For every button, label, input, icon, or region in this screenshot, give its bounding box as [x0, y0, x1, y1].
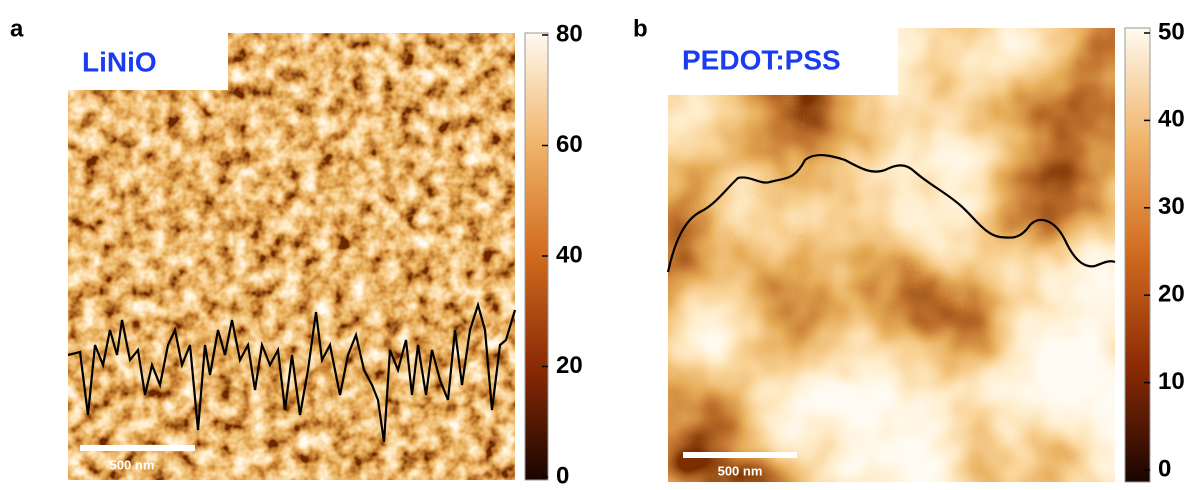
height-profile — [67, 301, 517, 443]
afm-image — [668, 28, 1115, 482]
tick-label: 80 — [556, 20, 583, 47]
colorbar — [1124, 27, 1151, 483]
tick-label: 0 — [556, 462, 569, 485]
title-box — [68, 33, 228, 90]
tick-label: 0 — [1158, 455, 1171, 482]
scalebar-label: 500 nm — [110, 457, 155, 472]
tick-label: 30 — [1158, 193, 1185, 220]
tick-label: 10 — [1158, 368, 1185, 395]
tick-label: 20 — [1158, 281, 1185, 308]
tick-label: 50 — [1158, 18, 1185, 45]
panel-label: a — [10, 15, 24, 42]
height-profile — [666, 154, 1116, 273]
panel-label: b — [633, 15, 648, 42]
afm-image — [68, 33, 515, 480]
colorbar-ticks: 0 10 20 30 40 50 — [1144, 18, 1185, 482]
panel-title: PEDOT:PSS — [682, 44, 841, 75]
tick-label: 60 — [556, 131, 583, 158]
tick-label: 40 — [556, 241, 583, 268]
title-box — [668, 28, 898, 95]
colorbar-ticks: 0 20 40 60 80 — [542, 20, 583, 489]
scalebar-label: 500 nm — [718, 463, 763, 478]
tick-label: 40 — [1158, 106, 1185, 133]
tick-label: 20 — [556, 352, 583, 379]
panel-title: LiNiO — [82, 46, 157, 77]
